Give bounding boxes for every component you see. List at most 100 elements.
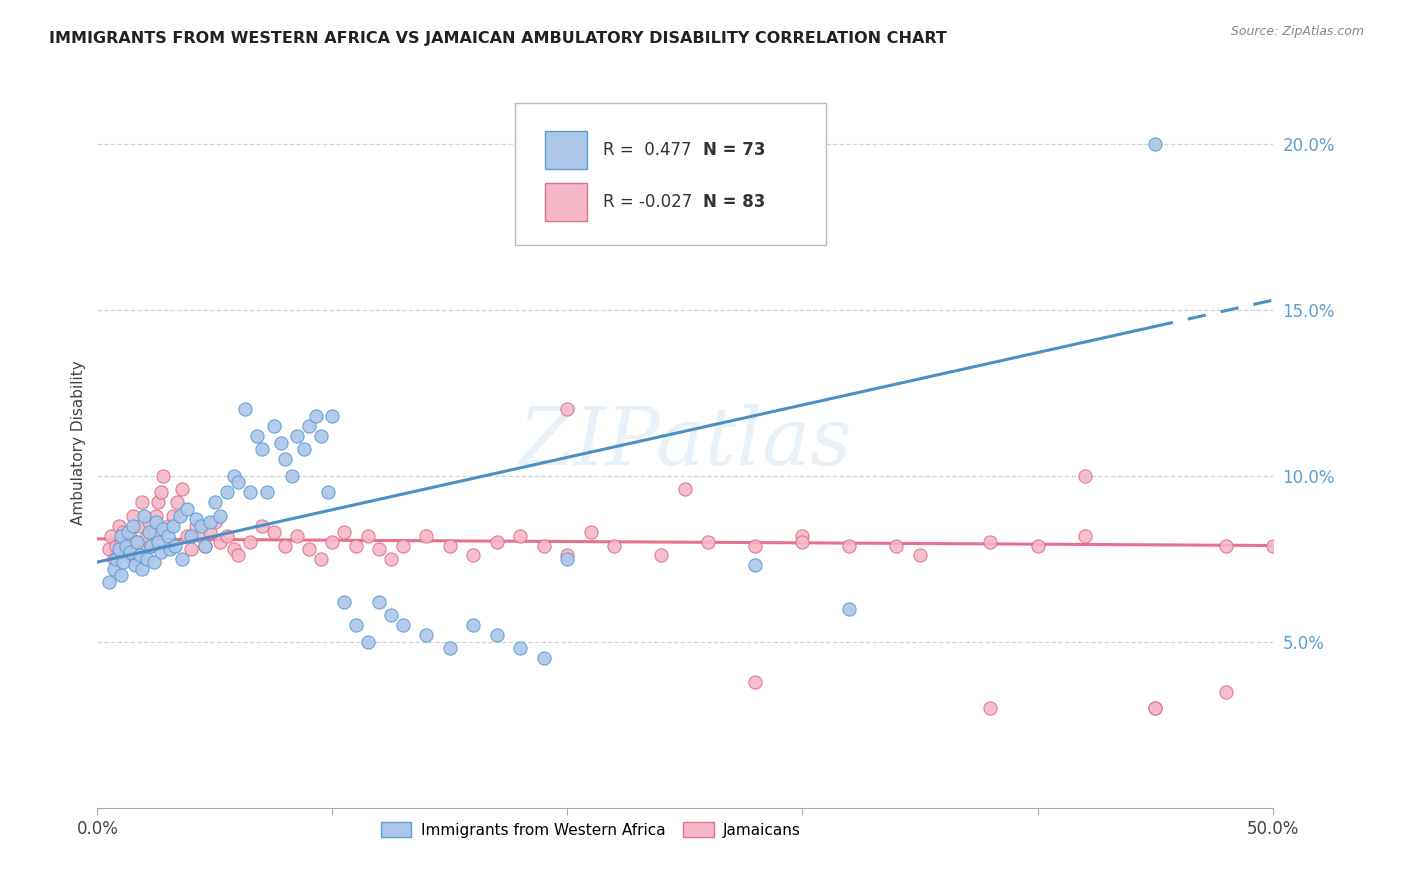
Point — [120, 528, 142, 542]
Point — [159, 541, 181, 556]
Text: N = 83: N = 83 — [703, 193, 765, 211]
Point — [120, 545, 142, 559]
Point — [285, 528, 308, 542]
Point — [838, 601, 860, 615]
Point — [110, 535, 132, 549]
Point — [344, 539, 367, 553]
Point — [415, 528, 437, 542]
Point — [176, 528, 198, 542]
Point — [557, 402, 579, 417]
Point — [557, 549, 579, 563]
Point — [128, 518, 150, 533]
Point — [128, 549, 150, 563]
Point — [792, 535, 814, 549]
Point — [145, 508, 167, 523]
Text: N = 73: N = 73 — [703, 142, 765, 160]
Point — [333, 595, 356, 609]
Point — [222, 468, 245, 483]
FancyBboxPatch shape — [546, 183, 588, 220]
Point — [557, 551, 579, 566]
Point — [650, 549, 672, 563]
Point — [127, 535, 149, 549]
Point — [208, 508, 231, 523]
Point — [1143, 701, 1166, 715]
Point — [1215, 539, 1237, 553]
Point — [256, 485, 278, 500]
Point — [485, 535, 508, 549]
Point — [316, 485, 339, 500]
Point — [215, 485, 238, 500]
Point — [356, 528, 378, 542]
Point — [368, 541, 391, 556]
Point — [100, 528, 122, 542]
Point — [149, 545, 172, 559]
Text: IMMIGRANTS FROM WESTERN AFRICA VS JAMAICAN AMBULATORY DISABILITY CORRELATION CHA: IMMIGRANTS FROM WESTERN AFRICA VS JAMAIC… — [49, 31, 948, 46]
Point — [1143, 136, 1166, 151]
Text: R = -0.027: R = -0.027 — [603, 193, 692, 211]
Point — [309, 551, 332, 566]
Point — [222, 541, 245, 556]
Point — [148, 495, 170, 509]
Point — [131, 562, 153, 576]
Point — [274, 539, 297, 553]
FancyBboxPatch shape — [515, 103, 825, 245]
Point — [198, 525, 221, 540]
Point — [246, 429, 269, 443]
Point — [121, 508, 143, 523]
Point — [124, 551, 146, 566]
Point — [208, 535, 231, 549]
Point — [1261, 539, 1284, 553]
Point — [321, 409, 343, 423]
Point — [198, 515, 221, 529]
Point — [1026, 539, 1049, 553]
Point — [298, 541, 321, 556]
Point — [250, 442, 273, 457]
Point — [579, 525, 602, 540]
Point — [135, 551, 157, 566]
Point — [135, 528, 157, 542]
Point — [368, 595, 391, 609]
Point — [333, 525, 356, 540]
Point — [145, 515, 167, 529]
Point — [141, 539, 163, 553]
Point — [215, 528, 238, 542]
Point — [194, 539, 217, 553]
Point — [105, 539, 128, 553]
Point — [112, 555, 135, 569]
Y-axis label: Ambulatory Disability: Ambulatory Disability — [72, 360, 86, 525]
Point — [309, 429, 332, 443]
Point — [110, 568, 132, 582]
Point — [127, 535, 149, 549]
Point — [744, 674, 766, 689]
Point — [138, 515, 160, 529]
Text: Source: ZipAtlas.com: Source: ZipAtlas.com — [1230, 25, 1364, 38]
Point — [298, 419, 321, 434]
Point — [509, 641, 531, 656]
Point — [107, 518, 129, 533]
Point — [979, 701, 1001, 715]
Point — [908, 549, 931, 563]
Point — [194, 539, 217, 553]
Point — [792, 528, 814, 542]
Point — [344, 618, 367, 632]
Point — [169, 508, 191, 523]
Point — [163, 539, 186, 553]
Point — [838, 539, 860, 553]
Point — [117, 525, 139, 540]
Point — [184, 518, 207, 533]
Point — [107, 541, 129, 556]
Point — [134, 541, 156, 556]
Point — [190, 518, 212, 533]
Point — [1215, 684, 1237, 698]
Point — [285, 429, 308, 443]
Point — [1073, 528, 1095, 542]
Point — [250, 518, 273, 533]
Point — [166, 495, 188, 509]
Point — [121, 518, 143, 533]
Point — [156, 518, 179, 533]
Point — [744, 558, 766, 573]
Point — [190, 528, 212, 542]
Point — [274, 452, 297, 467]
Point — [228, 549, 250, 563]
Point — [380, 551, 402, 566]
